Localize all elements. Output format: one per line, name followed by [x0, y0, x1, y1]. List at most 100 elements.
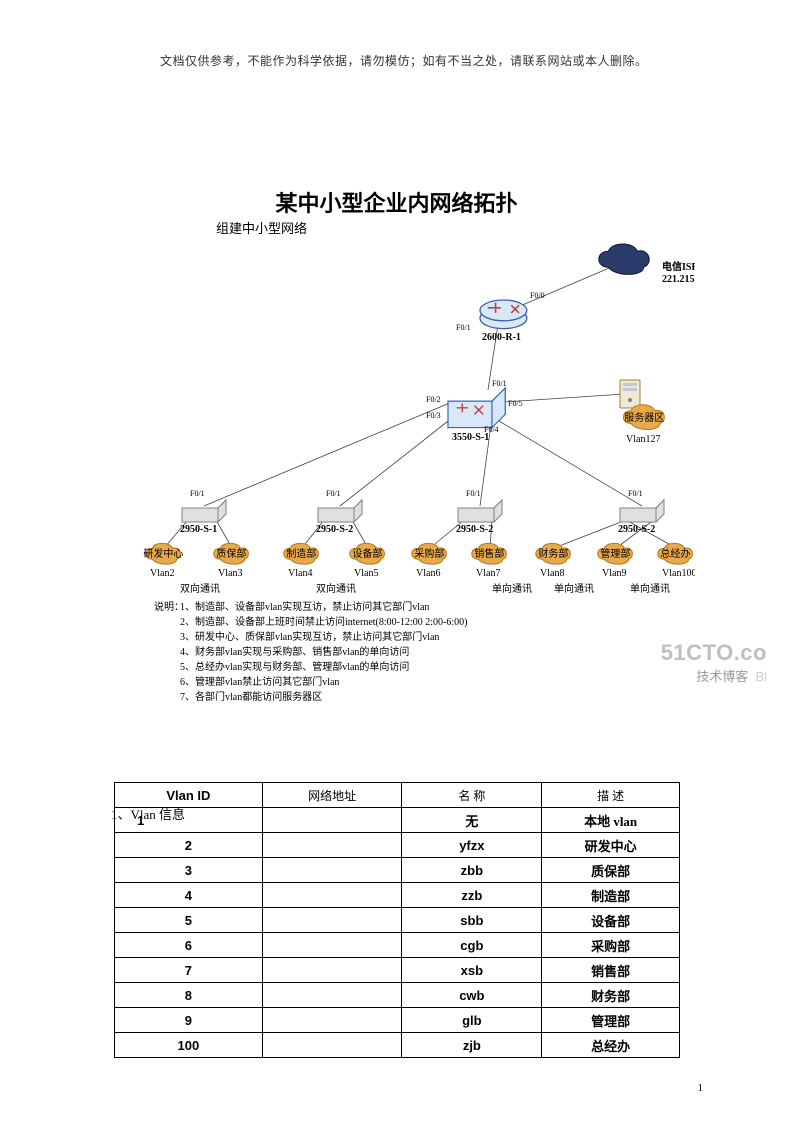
- svg-text:质保部: 质保部: [216, 547, 246, 560]
- table-cell: 管理部: [542, 1008, 680, 1033]
- svg-text:F0/2: F0/2: [426, 395, 441, 404]
- table-cell: 100: [115, 1033, 263, 1058]
- table-cell: 4: [115, 883, 263, 908]
- svg-text:采购部: 采购部: [414, 547, 444, 560]
- disclaimer-text: 文档仅供参考，不能作为科学依据，请勿模仿；如有不当之处，请联系网站或本人删除。: [160, 52, 648, 69]
- svg-text:单向通讯: 单向通讯: [554, 582, 594, 595]
- table-cell: [262, 1033, 402, 1058]
- table-cell: sbb: [402, 908, 542, 933]
- table-cell: glb: [402, 1008, 542, 1033]
- table-header: 网络地址: [262, 783, 402, 808]
- svg-text:电信ISP: 电信ISP: [662, 260, 695, 273]
- svg-text:F0/5: F0/5: [508, 399, 523, 408]
- table-row: 100 zjb总经办: [115, 1033, 680, 1058]
- table-cell: 2: [115, 833, 263, 858]
- table-row: 9 glb管理部: [115, 1008, 680, 1033]
- svg-text:F0/1: F0/1: [628, 489, 643, 498]
- table-cell: 6: [115, 933, 263, 958]
- note-line: 4、财务部vlan实现与采购部、销售部vlan的单向访问: [180, 645, 467, 660]
- table-cell: 研发中心: [542, 833, 680, 858]
- note-line: 5、总经办vlan实现与财务部、管理部vlan的单向访问: [180, 660, 467, 675]
- svg-text:F0/1: F0/1: [190, 489, 205, 498]
- svg-text:F0/0: F0/0: [530, 291, 545, 300]
- svg-text:F0/1: F0/1: [326, 489, 341, 498]
- table-header: 描 述: [542, 783, 680, 808]
- table-cell: [262, 808, 402, 833]
- svg-text:F0/1: F0/1: [466, 489, 481, 498]
- table-cell: 采购部: [542, 933, 680, 958]
- table-cell: 总经办: [542, 1033, 680, 1058]
- page-number: 1: [698, 1082, 704, 1094]
- svg-text:财务部: 财务部: [538, 547, 568, 560]
- svg-text:研发中心: 研发中心: [143, 547, 183, 560]
- table-cell: zbb: [402, 858, 542, 883]
- svg-text:F0/1: F0/1: [492, 379, 507, 388]
- svg-text:服务器区: 服务器区: [624, 411, 664, 424]
- page-title: 某中小型企业内网络拓扑: [0, 186, 793, 218]
- table-cell: 制造部: [542, 883, 680, 908]
- table-row: 5 sbb设备部: [115, 908, 680, 933]
- svg-text:F0/4: F0/4: [484, 425, 499, 434]
- svg-text:Vlan3: Vlan3: [218, 568, 242, 579]
- table-cell: 设备部: [542, 908, 680, 933]
- table-row: 3 zbb质保部: [115, 858, 680, 883]
- table-cell: [262, 833, 402, 858]
- table-cell: [262, 1008, 402, 1033]
- table-cell: cgb: [402, 933, 542, 958]
- table-cell: [262, 908, 402, 933]
- watermark-line1: 51CTO.co: [661, 640, 767, 666]
- svg-text:Vlan5: Vlan5: [354, 568, 378, 579]
- table-cell: [262, 983, 402, 1008]
- svg-text:Vlan4: Vlan4: [288, 568, 312, 579]
- svg-text:双向通讯: 双向通讯: [180, 582, 220, 595]
- table-cell: 质保部: [542, 858, 680, 883]
- note-line: 7、各部门vlan都能访问服务器区: [180, 690, 467, 705]
- table-cell: 本地 vlan: [542, 808, 680, 833]
- svg-text:单向通讯: 单向通讯: [630, 582, 670, 595]
- svg-text:Vlan2: Vlan2: [150, 568, 174, 579]
- table-cell: zjb: [402, 1033, 542, 1058]
- table-cell: 9: [115, 1008, 263, 1033]
- table-cell: [262, 958, 402, 983]
- svg-text:Vlan8: Vlan8: [540, 568, 564, 579]
- watermark: 51CTO.co 技术博客 Bl: [661, 640, 767, 685]
- svg-text:2950-S-2: 2950-S-2: [456, 524, 493, 535]
- svg-text:F0/3: F0/3: [426, 411, 441, 420]
- table-row: 2yfzx研发中心: [115, 833, 680, 858]
- note-line: 6、管理部vlan禁止访问其它部门vlan: [180, 675, 467, 690]
- svg-text:2950-S-2: 2950-S-2: [316, 524, 353, 535]
- table-cell: 5: [115, 908, 263, 933]
- diagram-notes: 说明： 1、制造部、设备部vlan实现互访，禁止访问其它部门vlan2、制造部、…: [180, 600, 467, 705]
- table-cell: 无: [402, 808, 542, 833]
- svg-text:Vlan9: Vlan9: [602, 568, 626, 579]
- vlan-info-label: 1、Vlan 信息: [111, 804, 185, 823]
- note-line: 2、制造部、设备部上班时间禁止访问internet(8:00-12:00 2:0…: [180, 615, 467, 630]
- watermark-line2: 技术博客 Bl: [661, 666, 767, 685]
- svg-text:设备部: 设备部: [352, 547, 382, 560]
- svg-text:2950-S-1: 2950-S-1: [180, 524, 217, 535]
- table-cell: 3: [115, 858, 263, 883]
- svg-text:单向通讯: 单向通讯: [492, 582, 532, 595]
- table-cell: [262, 933, 402, 958]
- svg-text:双向通讯: 双向通讯: [316, 582, 356, 595]
- table-cell: [262, 883, 402, 908]
- table-cell: [262, 858, 402, 883]
- table-cell: 财务部: [542, 983, 680, 1008]
- svg-text:2600-R-1: 2600-R-1: [482, 332, 521, 343]
- svg-text:Vlan127: Vlan127: [626, 434, 660, 445]
- table-row: 8 cwb财务部: [115, 983, 680, 1008]
- svg-text:221.215.31.129/29: 221.215.31.129/29: [662, 274, 695, 285]
- table-cell: xsb: [402, 958, 542, 983]
- table-row: 4zzb制造部: [115, 883, 680, 908]
- table-cell: 8: [115, 983, 263, 1008]
- table-row: 7xsb销售部: [115, 958, 680, 983]
- vlan-table: Vlan ID网络地址名 称描 述 1无本地 vlan2yfzx研发中心3zbb…: [114, 782, 680, 1058]
- svg-text:Vlan7: Vlan7: [476, 568, 500, 579]
- note-line: 3、研发中心、质保部vlan实现互访，禁止访问其它部门vlan: [180, 630, 467, 645]
- svg-text:Vlan100: Vlan100: [662, 568, 695, 579]
- notes-header: 说明：: [154, 600, 184, 615]
- note-line: 1、制造部、设备部vlan实现互访，禁止访问其它部门vlan: [180, 600, 467, 615]
- table-row: 6 cgb采购部: [115, 933, 680, 958]
- table-cell: cwb: [402, 983, 542, 1008]
- table-cell: 销售部: [542, 958, 680, 983]
